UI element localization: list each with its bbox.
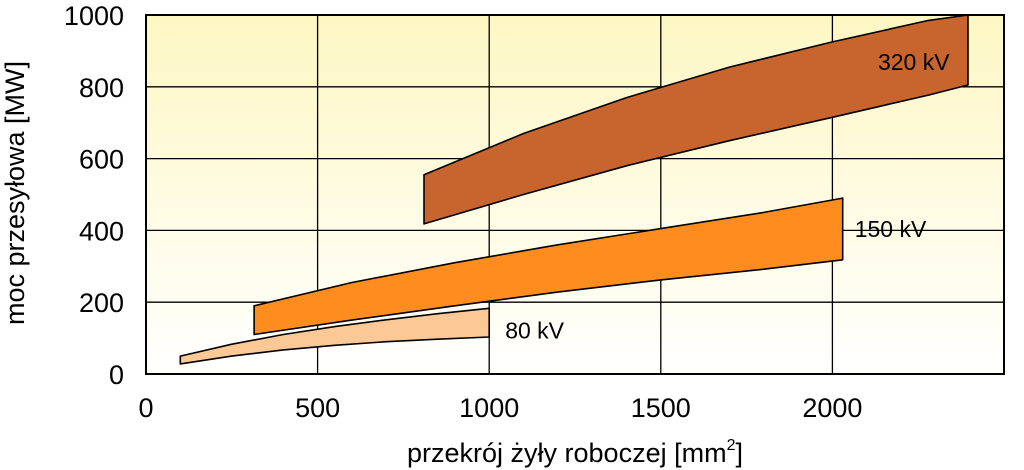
y-tick-label: 1000 (64, 1, 124, 31)
x-tick-label: 1500 (631, 393, 691, 423)
band-150-kv (253, 197, 844, 336)
y-axis-title: moc przesyłowa [MW] (0, 61, 30, 325)
band-label: 320 kV (878, 49, 950, 75)
x-axis-title-suffix: ] (735, 438, 743, 468)
x-axis-title-superscript: 2 (727, 437, 736, 454)
y-tick-label: 800 (79, 73, 124, 103)
x-tick-label: 1000 (459, 393, 519, 423)
tick-labels: 0 200 400 600 800 1000 0 500 1000 1500 2000 (64, 1, 863, 423)
y-tick-label: 400 (79, 216, 124, 246)
band-label: 80 kV (505, 318, 564, 344)
y-tick-label: 0 (109, 360, 124, 390)
x-tick-label: 0 (138, 393, 153, 423)
y-tick-label: 600 (79, 145, 124, 175)
y-tick-label: 200 (79, 288, 124, 318)
plot-frame (145, 14, 1005, 375)
x-tick-label: 500 (295, 393, 340, 423)
band-80-kv (179, 307, 491, 365)
bands (179, 14, 969, 365)
band-labels: 80 kV 150 kV 320 kV (505, 49, 950, 344)
x-axis-title: przekrój żyły roboczej [mm2] (407, 437, 743, 468)
x-tick-label: 2000 (802, 393, 862, 423)
band-label: 150 kV (855, 216, 927, 242)
band-320-kv (423, 14, 969, 225)
